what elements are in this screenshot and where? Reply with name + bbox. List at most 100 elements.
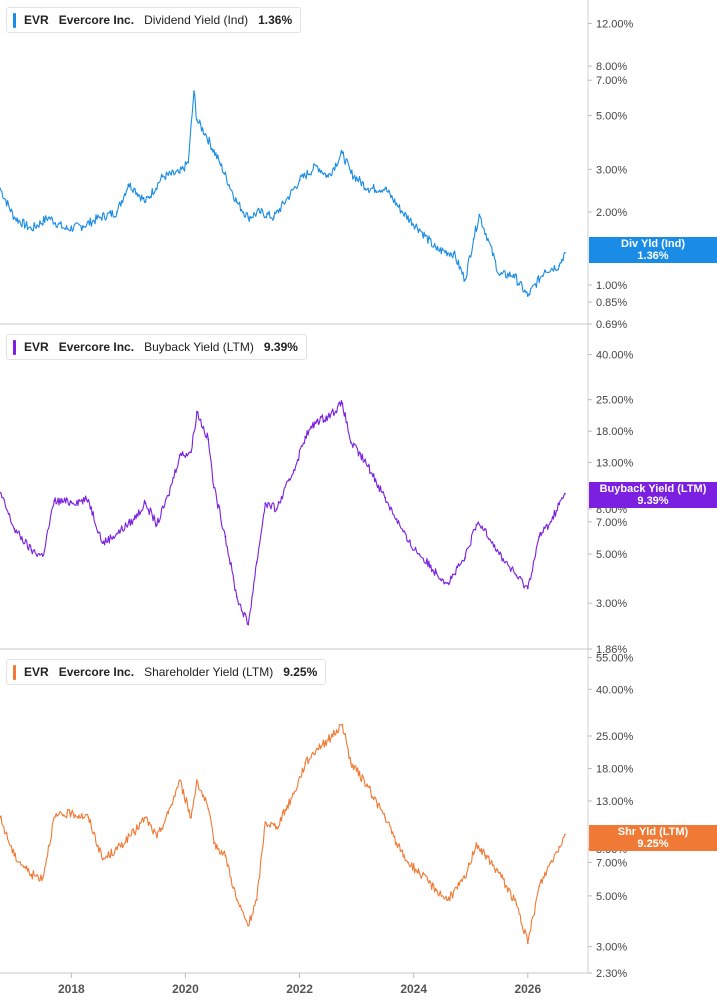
data-point: [247, 623, 250, 626]
data-point: [484, 854, 486, 857]
data-point: [195, 118, 198, 121]
data-point: [0, 816, 1, 819]
data-point: [81, 225, 84, 227]
data-point: [526, 942, 529, 945]
data-point: [435, 572, 438, 575]
data-point: [435, 248, 438, 251]
series-color-swatch: [13, 664, 16, 680]
data-point: [255, 899, 258, 901]
data-point: [447, 899, 449, 901]
data-point: [41, 555, 44, 557]
data-point: [133, 518, 135, 521]
y-tick-label: 3.00%: [596, 942, 627, 954]
y-tick-label: 1.00%: [596, 280, 627, 292]
data-point: [512, 274, 515, 276]
data-point: [0, 187, 1, 190]
data-point: [116, 848, 118, 851]
y-tick-label: 3.00%: [596, 598, 627, 610]
data-point: [207, 807, 210, 810]
data-point: [558, 503, 561, 506]
data-point: [563, 492, 566, 495]
data-point: [327, 415, 329, 418]
y-tick-label: 3.00%: [596, 164, 627, 176]
panel-label-dividend: EVR Evercore Inc. Dividend Yield (Ind) 1…: [6, 7, 302, 33]
data-point: [298, 179, 301, 182]
data-point: [101, 858, 104, 861]
data-point: [87, 816, 90, 819]
data-point: [0, 491, 1, 494]
data-point: [538, 885, 541, 888]
data-point: [178, 454, 181, 457]
data-point: [350, 441, 352, 444]
data-point: [407, 861, 409, 864]
y-tick-label: 40.00%: [596, 684, 634, 696]
data-point: [526, 295, 529, 297]
data-point: [395, 518, 398, 521]
data-point: [384, 187, 387, 190]
data-point: [247, 216, 250, 219]
data-point: [224, 854, 227, 857]
data-point: [264, 821, 267, 824]
y-tick-label: 2.30%: [596, 968, 627, 980]
data-point: [258, 211, 261, 213]
data-point: [207, 438, 210, 441]
data-point: [53, 500, 56, 502]
data-point: [218, 161, 221, 164]
data-point: [53, 816, 56, 819]
data-point: [563, 251, 566, 254]
data-point: [167, 494, 170, 497]
series-line: [0, 400, 566, 626]
data-point: [275, 826, 278, 828]
data-point: [133, 187, 135, 190]
series-color-swatch: [13, 12, 16, 28]
data-point: [190, 451, 193, 453]
data-point: [315, 747, 318, 750]
data-point: [549, 861, 552, 864]
value-tag-shareholder: Shr Yld (LTM) 9.25%: [589, 825, 717, 851]
data-point: [498, 871, 501, 874]
data-point: [272, 216, 275, 219]
data-point: [341, 152, 344, 155]
data-point: [367, 465, 369, 468]
y-tick-label: 18.00%: [596, 764, 634, 776]
data-point: [235, 201, 238, 203]
data-point: [178, 172, 181, 174]
company-name: Evercore Inc.: [58, 665, 135, 679]
data-point: [558, 264, 561, 267]
data-point: [87, 498, 90, 501]
data-point: [367, 187, 369, 190]
data-point: [13, 528, 16, 530]
data-point: [418, 871, 421, 874]
data-point: [235, 596, 238, 598]
tag-series-value: 9.25%: [637, 838, 669, 850]
metric-name: Dividend Yield (Ind): [144, 13, 249, 27]
series-line: [0, 90, 566, 297]
y-tick-label: 55.00%: [596, 653, 634, 665]
data-point: [127, 183, 130, 186]
data-point: [264, 502, 267, 505]
y-tick-label: 1.86%: [596, 644, 627, 656]
tag-series-value: 9.39%: [637, 495, 669, 507]
data-point: [204, 133, 207, 135]
panel-label-buyback: EVR Evercore Inc. Buyback Yield (LTM) 9.…: [6, 334, 307, 360]
data-point: [549, 520, 552, 523]
data-point: [304, 762, 307, 765]
ticker-label: EVR: [24, 340, 49, 354]
company-name: Evercore Inc.: [58, 13, 135, 27]
data-point: [544, 269, 546, 272]
data-point: [144, 502, 147, 505]
data-point: [464, 876, 466, 879]
data-point: [395, 842, 398, 845]
data-point: [116, 211, 118, 213]
tag-series-name: Div Yld (Ind): [621, 238, 685, 250]
data-point: [195, 411, 198, 413]
x-tick-label: 2018: [58, 982, 85, 996]
data-point: [13, 216, 16, 219]
company-name: Evercore Inc.: [58, 340, 135, 354]
y-tick-label: 7.00%: [596, 517, 627, 529]
data-point: [478, 213, 481, 216]
data-point: [341, 402, 344, 405]
data-point: [235, 899, 238, 901]
y-tick-label: 2.00%: [596, 207, 627, 219]
data-point: [384, 816, 387, 819]
